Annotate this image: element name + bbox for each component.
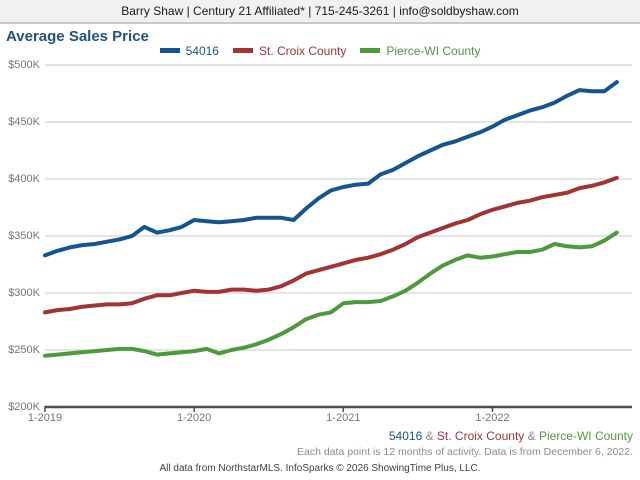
legend-item: 54016: [159, 43, 219, 58]
legend-swatch-icon: [360, 48, 381, 53]
series-note-part: 54016: [388, 429, 423, 443]
legend-label: 54016: [185, 43, 219, 58]
series-note-part: &: [524, 429, 539, 443]
series-note-part: Pierce-WI County: [538, 429, 633, 443]
y-axis-label: $350K: [8, 230, 40, 242]
series-note: 54016 & St. Croix County & Pierce-WI Cou…: [389, 429, 633, 443]
y-axis-label: $300K: [8, 287, 40, 299]
page-title: Average Sales Price: [6, 28, 149, 45]
data-note: Each data point is 12 months of activity…: [297, 446, 633, 458]
series-line-54016: [43, 80, 619, 258]
legend-label: St. Croix County: [258, 43, 347, 58]
x-axis-label: 1-2019: [27, 412, 63, 424]
legend-label: Pierce-WI County: [386, 43, 481, 58]
y-axis-label: $450K: [8, 116, 40, 128]
y-axis-label: $250K: [8, 344, 40, 356]
series-line-pierce-wi-county: [43, 230, 619, 358]
y-axis-label: $200K: [8, 401, 40, 413]
header-bar: Barry Shaw | Century 21 Affiliated* | 71…: [0, 0, 640, 24]
attribution: All data from NorthstarMLS. InfoSparks ©…: [159, 463, 481, 474]
y-axis-label: $500K: [8, 59, 40, 71]
x-axis-label: 1-2022: [475, 412, 510, 424]
legend-swatch-icon: [232, 48, 253, 53]
series-line-st-croix-county: [43, 175, 619, 315]
legend-swatch-icon: [159, 48, 180, 53]
x-axis-label: 1-2021: [326, 412, 361, 424]
x-axis-label: 1-2020: [177, 412, 212, 424]
legend-item: Pierce-WI County: [360, 44, 480, 58]
header-contact-text: Barry Shaw | Century 21 Affiliated* | 71…: [121, 4, 519, 18]
series-note-part: St. Croix County: [436, 429, 525, 443]
series-note-part: &: [422, 429, 437, 443]
chart-legend: 54016 St. Croix County Pierce-WI County: [0, 43, 640, 58]
legend-item: St. Croix County: [232, 43, 347, 58]
y-axis-label: $400K: [8, 173, 40, 185]
